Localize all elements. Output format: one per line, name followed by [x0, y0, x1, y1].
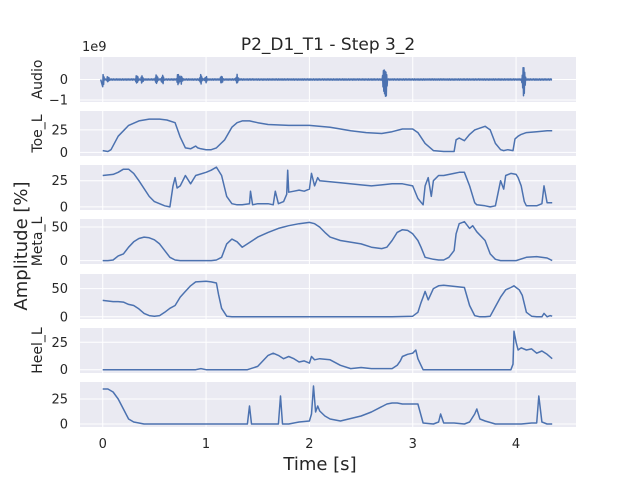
y-tick-label: 25 — [51, 174, 68, 189]
panel-background — [80, 328, 576, 373]
y-tick-label: 0 — [60, 254, 68, 269]
panel-background — [80, 382, 576, 427]
y-tick-label: 0 — [60, 363, 68, 378]
panel-3: 0 25 — [51, 165, 576, 215]
y-axis-label: Amplitude [%] — [11, 181, 32, 310]
x-tick-label: 3 — [409, 437, 417, 452]
data-line — [102, 118, 553, 153]
data-line — [102, 166, 553, 208]
y-tick-label: −1 — [49, 93, 68, 108]
y-tick-label: 0 — [60, 310, 68, 325]
panel-background — [80, 111, 576, 156]
panel-label: Meta_L — [30, 217, 46, 267]
offset-text: 1e9 — [82, 40, 107, 55]
y-tick-label: 0 — [60, 146, 68, 161]
x-tick-label: 4 — [512, 437, 520, 452]
data-line — [102, 280, 553, 318]
y-tick-label: 0 — [60, 200, 68, 215]
y-tick-label: 0 — [60, 418, 68, 433]
data-line — [102, 385, 553, 425]
data-line — [99, 66, 553, 97]
panel-background — [80, 219, 576, 264]
panel-label: Audio — [30, 60, 46, 100]
data-line — [102, 330, 553, 371]
y-tick-label: 50 — [51, 282, 68, 297]
x-tick-label: 1 — [202, 437, 210, 452]
panel-5: 0 50 — [51, 274, 576, 325]
panel-2: 0 25 Toe_L — [30, 111, 576, 161]
y-tick-label: 25 — [51, 336, 68, 351]
y-tick-label: 25 — [51, 123, 68, 138]
y-tick-label: 0 — [60, 73, 68, 88]
x-tick-label: 2 — [305, 437, 313, 452]
panel-background — [80, 165, 576, 210]
y-tick-label: 25 — [51, 393, 68, 408]
data-line — [102, 220, 553, 262]
chart-title: P2_D1_T1 - Step 3_2 — [241, 35, 415, 55]
x-axis-label: Time [s] — [282, 454, 356, 475]
panel-7: 0 25 0 1 2 3 4 — [51, 382, 576, 452]
panel-label: Heel_L — [30, 327, 46, 374]
panel-6: 0 25 Heel_L — [30, 327, 576, 378]
y-tick-label: 50 — [51, 221, 68, 236]
panel-label: Toe_L — [30, 114, 46, 153]
panel-4: 0 50 Meta_L — [30, 217, 576, 269]
x-tick-label: 0 — [99, 437, 107, 452]
